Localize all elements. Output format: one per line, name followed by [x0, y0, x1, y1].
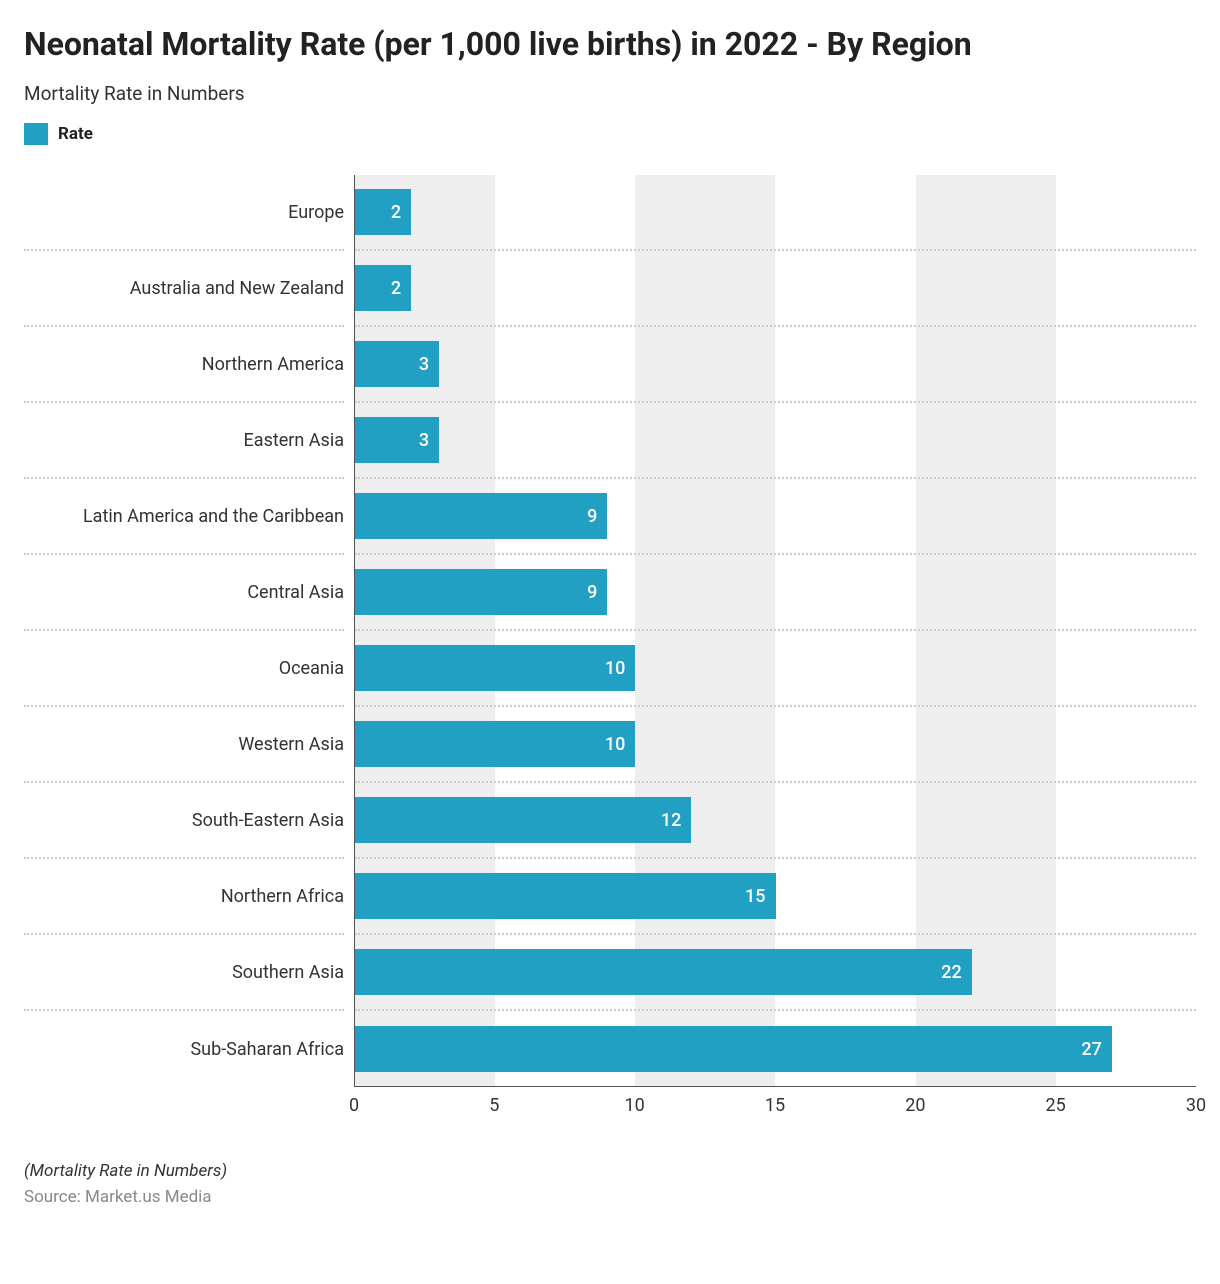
- bar: 15: [355, 873, 776, 919]
- bar-row: 2: [355, 251, 1196, 327]
- bar-row: 15: [355, 859, 1196, 935]
- x-axis-tick: 10: [625, 1095, 645, 1116]
- y-axis-label: Oceania: [24, 631, 344, 707]
- y-axis-label: Western Asia: [24, 707, 344, 783]
- bar-row: 27: [355, 1011, 1196, 1087]
- bar-value-label: 10: [605, 734, 625, 755]
- bar-value-label: 3: [419, 354, 429, 375]
- bar: 9: [355, 493, 607, 539]
- bar-row: 10: [355, 707, 1196, 783]
- chart-caption: (Mortality Rate in Numbers): [24, 1161, 1196, 1181]
- bar-row: 9: [355, 479, 1196, 555]
- y-axis-label: Latin America and the Caribbean: [24, 479, 344, 555]
- chart-source: Source: Market.us Media: [24, 1187, 1196, 1207]
- bar: 22: [355, 949, 972, 995]
- bar: 10: [355, 721, 635, 767]
- bar: 3: [355, 417, 439, 463]
- bar-value-label: 9: [587, 506, 597, 527]
- bar-value-label: 3: [419, 430, 429, 451]
- bar-value-label: 10: [605, 658, 625, 679]
- x-axis-tick: 0: [349, 1095, 359, 1116]
- bar-value-label: 2: [391, 202, 401, 223]
- chart-title: Neonatal Mortality Rate (per 1,000 live …: [24, 24, 1196, 64]
- bar-value-label: 2: [391, 278, 401, 299]
- y-axis-label: Europe: [24, 175, 344, 251]
- bar-value-label: 27: [1081, 1039, 1101, 1060]
- bar-value-label: 9: [587, 582, 597, 603]
- bar-row: 22: [355, 935, 1196, 1011]
- bar-value-label: 22: [941, 962, 961, 983]
- x-axis-ticks: 051015202530: [354, 1095, 1196, 1125]
- bar: 2: [355, 189, 411, 235]
- plot-area: 223399101012152227: [354, 175, 1196, 1087]
- y-axis-label: Northern Africa: [24, 859, 344, 935]
- chart-subtitle: Mortality Rate in Numbers: [24, 82, 1196, 105]
- y-axis-label: Southern Asia: [24, 935, 344, 1011]
- bar-value-label: 12: [661, 810, 681, 831]
- bar-row: 10: [355, 631, 1196, 707]
- y-axis-labels: EuropeAustralia and New ZealandNorthern …: [24, 175, 354, 1087]
- bar: 2: [355, 265, 411, 311]
- y-axis-label: Northern America: [24, 327, 344, 403]
- x-axis-tick: 5: [489, 1095, 499, 1116]
- bar: 10: [355, 645, 635, 691]
- legend-label: Rate: [58, 124, 93, 144]
- legend: Rate: [24, 123, 1196, 145]
- x-axis-tick: 20: [905, 1095, 925, 1116]
- bar: 12: [355, 797, 691, 843]
- x-axis-tick: 15: [765, 1095, 785, 1116]
- bar-row: 12: [355, 783, 1196, 859]
- x-axis: 051015202530: [24, 1095, 1196, 1125]
- bar-row: 9: [355, 555, 1196, 631]
- y-axis-label: Sub-Saharan Africa: [24, 1011, 344, 1087]
- x-axis-tick: 25: [1046, 1095, 1066, 1116]
- bar-row: 2: [355, 175, 1196, 251]
- bar: 27: [355, 1026, 1112, 1072]
- bar-value-label: 15: [745, 886, 765, 907]
- chart-area: EuropeAustralia and New ZealandNorthern …: [24, 175, 1196, 1087]
- bar: 9: [355, 569, 607, 615]
- y-axis-label: Australia and New Zealand: [24, 251, 344, 327]
- y-axis-label: Central Asia: [24, 555, 344, 631]
- y-axis-label: South-Eastern Asia: [24, 783, 344, 859]
- legend-swatch: [24, 123, 48, 145]
- bar-row: 3: [355, 403, 1196, 479]
- bar: 3: [355, 341, 439, 387]
- bar-row: 3: [355, 327, 1196, 403]
- x-axis-tick: 30: [1186, 1095, 1206, 1116]
- y-axis-label: Eastern Asia: [24, 403, 344, 479]
